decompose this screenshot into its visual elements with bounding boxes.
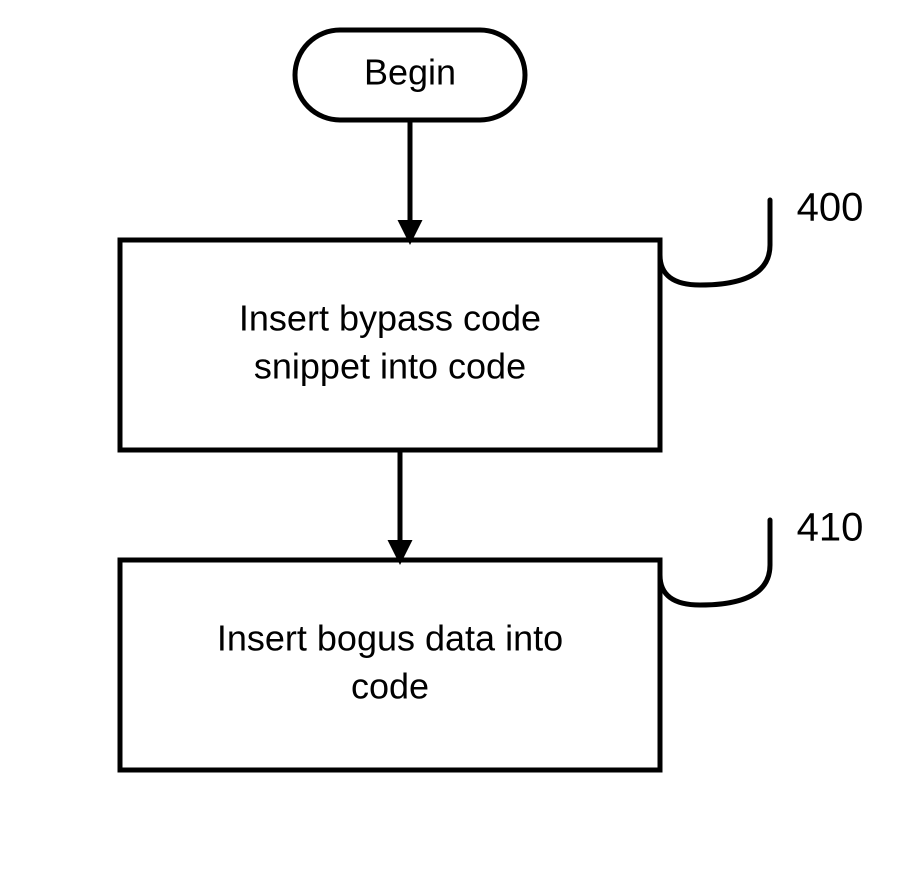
node-begin: Begin <box>295 30 525 120</box>
callout-line-step410 <box>660 520 770 605</box>
callout-label-step410: 410 <box>797 506 864 550</box>
node-step410-text-1: code <box>351 666 429 707</box>
callout-label-step400: 400 <box>797 186 864 230</box>
callout-line-step400 <box>660 200 770 285</box>
node-step400-text-1: snippet into code <box>254 346 526 387</box>
node-step410-text-0: Insert bogus data into <box>217 618 563 659</box>
node-step400-text-0: Insert bypass code <box>239 298 541 339</box>
node-step410: Insert bogus data into code 410 <box>120 506 863 770</box>
node-step400: Insert bypass code snippet into code 400 <box>120 186 863 450</box>
node-begin-text-0: Begin <box>364 52 456 93</box>
